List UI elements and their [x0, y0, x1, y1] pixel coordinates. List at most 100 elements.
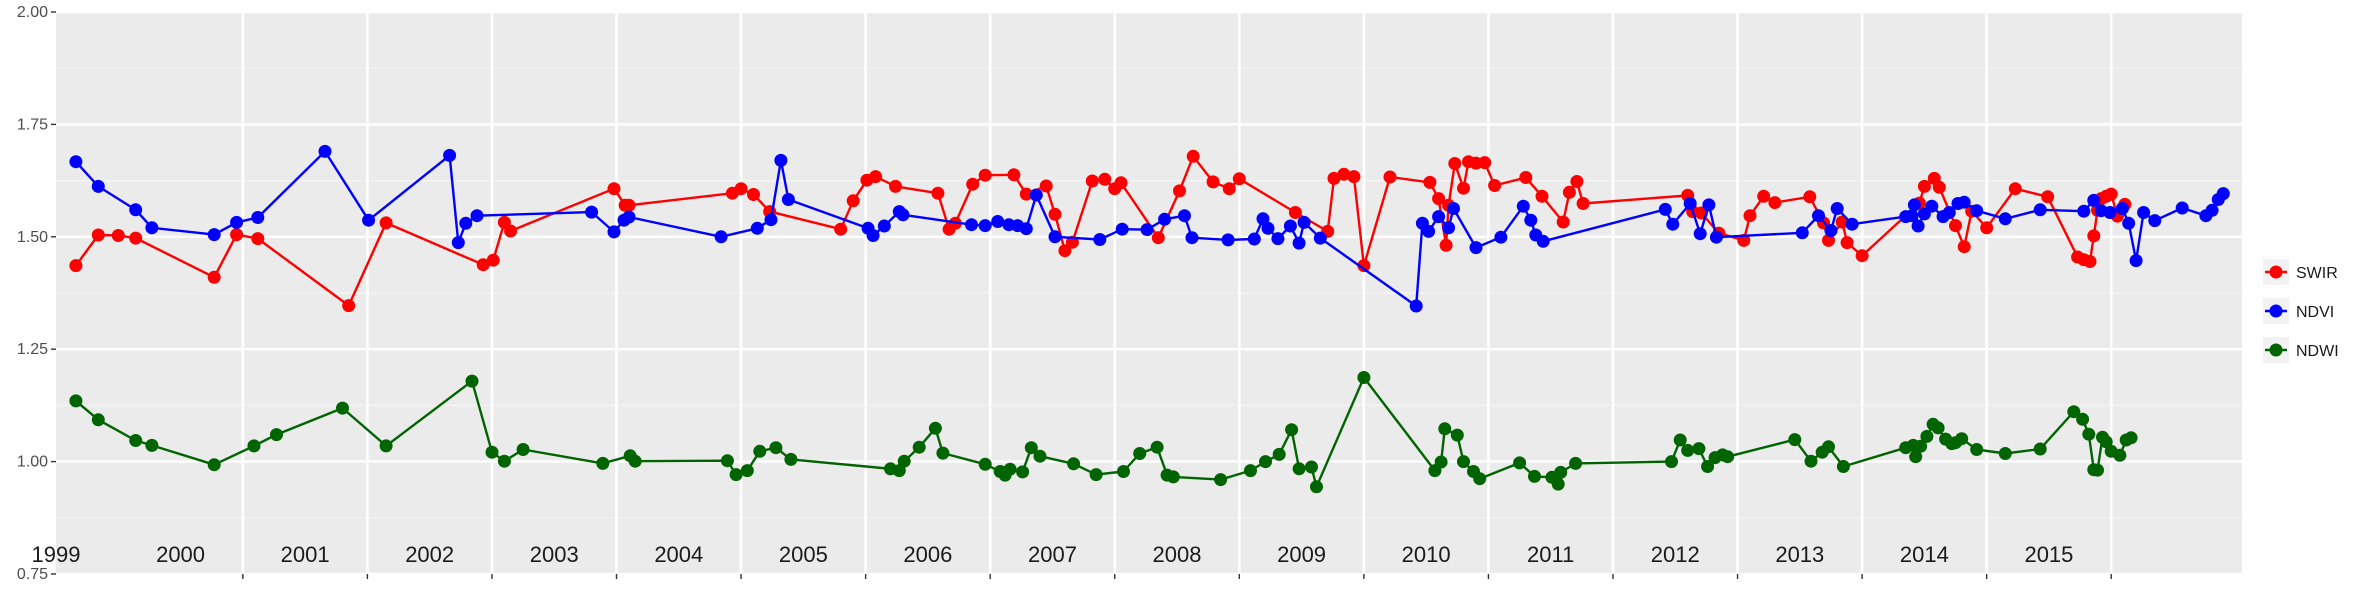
data-point-ndwi: [1692, 442, 1706, 456]
data-point-swir: [1980, 221, 1994, 235]
data-point-ndwi: [1450, 428, 1464, 442]
data-point-ndvi: [1029, 188, 1043, 202]
data-point-ndvi: [1925, 199, 1939, 213]
year-labels: 1999 2000 2001 2002 2003 2004 2005 2006 2007 2008…: [32, 542, 2074, 567]
year-label: 2004: [654, 542, 703, 567]
data-point-ndwi: [1822, 440, 1835, 454]
data-point-ndwi: [1292, 462, 1306, 476]
data-point-ndwi: [497, 454, 511, 468]
year-label: 2007: [1028, 542, 1077, 567]
data-point-ndvi: [991, 215, 1005, 228]
data-point-ndvi: [2033, 203, 2047, 217]
data-point-swir: [1556, 215, 1570, 229]
data-point-ndvi: [781, 193, 795, 206]
data-point-ndwi: [1970, 443, 1984, 456]
legend-key-ndwi: [2263, 337, 2289, 363]
data-point-ndvi: [774, 153, 788, 167]
data-point-swir: [2041, 190, 2055, 204]
legend-label-ndvi: NDVI: [2296, 304, 2334, 321]
data-point-ndvi: [1048, 230, 1062, 244]
data-point-swir: [846, 194, 860, 208]
y-tick-label: 1.50: [17, 229, 48, 246]
year-label: 2014: [1900, 542, 1949, 567]
data-point-ndvi: [1830, 202, 1844, 215]
data-point-ndwi: [1528, 469, 1541, 483]
legend-key-ndvi: [2263, 298, 2289, 324]
data-point-swir: [251, 232, 265, 246]
data-point-ndwi: [1150, 440, 1164, 454]
data-point-ndwi: [978, 457, 992, 471]
data-point-swir: [1327, 171, 1341, 185]
data-point-ndwi: [145, 438, 159, 452]
data-point-swir: [607, 182, 621, 196]
series-line-ndvi: [75, 150, 2225, 308]
data-point-swir: [1206, 175, 1220, 189]
data-point-swir: [230, 228, 244, 242]
data-point-ndwi: [1357, 371, 1371, 384]
data-point-ndwi: [1166, 470, 1180, 484]
data-point-swir: [1007, 168, 1021, 182]
data-point-ndvi: [896, 208, 910, 222]
data-point-ndwi: [1033, 449, 1047, 463]
data-point-ndwi: [1955, 432, 1969, 446]
data-point-swir: [1186, 149, 1200, 163]
data-point-ndwi: [2076, 412, 2090, 426]
data-point-swir: [1768, 196, 1782, 210]
data-point-ndvi: [1221, 233, 1235, 247]
data-point-ndvi: [1178, 209, 1191, 223]
legend-key-point: [2269, 265, 2283, 279]
legend: SWIR NDVI NDWI: [2263, 259, 2339, 363]
data-point-ndvi: [1469, 241, 1483, 255]
data-point-ndvi: [1494, 230, 1508, 244]
data-point-swir: [869, 170, 883, 184]
year-label: 2006: [903, 542, 952, 567]
data-point-ndvi: [1185, 231, 1199, 245]
data-point-swir: [1519, 171, 1533, 184]
data-point-ndvi: [470, 209, 484, 223]
data-point-ndwi: [129, 434, 143, 447]
data-point-ndwi: [2124, 431, 2138, 445]
data-point-ndvi: [91, 179, 105, 193]
data-point-ndvi: [1516, 199, 1530, 213]
data-point-ndwi: [1909, 450, 1923, 464]
data-point-swir: [1576, 197, 1590, 210]
year-label: 2015: [2024, 542, 2073, 567]
data-point-ndvi: [1422, 224, 1436, 238]
data-point-ndvi: [2077, 204, 2091, 218]
data-point-ndvi: [1297, 215, 1311, 229]
data-point-swir: [1757, 189, 1771, 203]
data-point-ndwi: [1473, 472, 1487, 486]
data-point-ndwi: [1016, 465, 1030, 479]
y-axis: 0.75 1.00 1.25 1.50 1.75 2.00: [17, 4, 56, 583]
data-point-ndvi: [1019, 222, 1033, 236]
year-label: 2009: [1277, 542, 1326, 567]
data-point-swir: [889, 179, 902, 193]
data-point-swir: [1932, 180, 1946, 194]
data-point-ndvi: [1093, 233, 1107, 246]
data-point-swir: [978, 168, 992, 182]
data-point-ndwi: [1701, 460, 1715, 473]
series-layer: [69, 144, 2230, 494]
data-point-ndwi: [1272, 447, 1286, 461]
data-point-ndwi: [936, 446, 950, 460]
data-point-ndvi: [2129, 254, 2143, 268]
data-point-ndvi: [1970, 204, 1984, 218]
legend-key-point: [2269, 304, 2283, 318]
data-point-ndwi: [784, 452, 798, 466]
data-point-ndvi: [69, 155, 83, 169]
data-point-ndwi: [1003, 462, 1017, 476]
data-point-swir: [1570, 175, 1584, 188]
data-point-ndvi: [1115, 222, 1129, 236]
data-point-ndvi: [965, 218, 978, 232]
y-tick-label: 0.75: [17, 566, 48, 583]
data-point-ndvi: [607, 225, 621, 239]
y-tick-label: 1.00: [17, 454, 48, 471]
year-label: 2002: [405, 542, 454, 567]
y-tick-label: 1.25: [17, 341, 48, 358]
data-point-ndvi: [2175, 201, 2189, 215]
data-point-swir: [1114, 176, 1128, 190]
data-point-ndvi: [764, 213, 778, 227]
data-point-ndvi: [145, 221, 159, 235]
data-point-ndwi: [912, 440, 926, 454]
data-point-swir: [1840, 236, 1854, 250]
